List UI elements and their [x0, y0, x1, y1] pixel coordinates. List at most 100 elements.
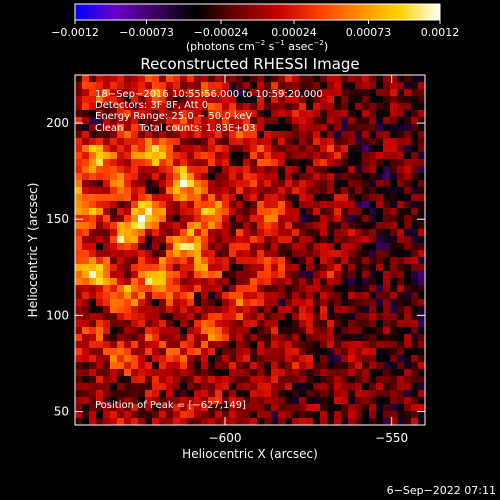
heatmap-cell	[257, 124, 265, 132]
heatmap-cell	[166, 383, 174, 391]
heatmap-cell	[187, 264, 195, 272]
heatmap-cell	[180, 166, 188, 174]
heatmap-cell	[75, 299, 83, 307]
heatmap-cell	[110, 222, 118, 230]
heatmap-cell	[397, 383, 405, 391]
heatmap-cell	[299, 138, 307, 146]
heatmap-cell	[362, 152, 370, 160]
heatmap-cell	[327, 229, 335, 237]
heatmap-cell	[124, 152, 132, 160]
heatmap-cell	[362, 348, 370, 356]
heatmap-cell	[404, 159, 412, 167]
heatmap-cell	[369, 327, 377, 335]
heatmap-cell	[390, 138, 398, 146]
heatmap-cell	[152, 166, 160, 174]
heatmap-cell	[341, 138, 349, 146]
heatmap-cell	[390, 180, 398, 188]
heatmap-cell	[418, 264, 426, 272]
heatmap-cell	[278, 173, 286, 181]
heatmap-cell	[278, 250, 286, 258]
heatmap-cell	[376, 292, 384, 300]
heatmap-cell	[145, 362, 153, 370]
heatmap-cell	[257, 320, 265, 328]
heatmap-cell	[348, 145, 356, 153]
heatmap-cell	[271, 348, 279, 356]
heatmap-cell	[285, 173, 293, 181]
heatmap-cell	[250, 411, 258, 419]
heatmap-cell	[271, 271, 279, 279]
heatmap-cell	[138, 355, 146, 363]
heatmap-cell	[96, 131, 104, 139]
heatmap-cell	[397, 103, 405, 111]
heatmap-cell	[264, 348, 272, 356]
heatmap-cell	[278, 152, 286, 160]
heatmap-cell	[250, 341, 258, 349]
heatmap-cell	[110, 285, 118, 293]
heatmap-cell	[166, 124, 174, 132]
heatmap-cell	[180, 215, 188, 223]
heatmap-cell	[397, 411, 405, 419]
heatmap-cell	[124, 103, 132, 111]
heatmap-cell	[355, 278, 363, 286]
heatmap-cell	[103, 320, 111, 328]
heatmap-cell	[320, 313, 328, 321]
heatmap-cell	[222, 124, 230, 132]
heatmap-cell	[173, 243, 181, 251]
heatmap-cell	[208, 236, 216, 244]
heatmap-cell	[194, 404, 202, 412]
heatmap-cell	[383, 180, 391, 188]
heatmap-cell	[180, 390, 188, 398]
heatmap-cell	[313, 187, 321, 195]
heatmap-cell	[96, 82, 104, 90]
heatmap-cell	[376, 383, 384, 391]
heatmap-cell	[152, 376, 160, 384]
heatmap-cell	[341, 341, 349, 349]
heatmap-cell	[152, 313, 160, 321]
x-axis-label: Heliocentric X (arcsec)	[182, 447, 318, 461]
heatmap-cell	[383, 327, 391, 335]
heatmap-cell	[180, 271, 188, 279]
heatmap-cell	[222, 194, 230, 202]
heatmap-cell	[278, 159, 286, 167]
heatmap-cell	[131, 341, 139, 349]
heatmap-cell	[285, 264, 293, 272]
heatmap-cell	[313, 271, 321, 279]
heatmap-cell	[75, 222, 83, 230]
heatmap-cell	[110, 166, 118, 174]
heatmap-cell	[271, 117, 279, 125]
heatmap-cell	[320, 152, 328, 160]
heatmap-cell	[208, 96, 216, 104]
heatmap-cell	[278, 194, 286, 202]
heatmap-cell	[222, 159, 230, 167]
heatmap-cell	[110, 250, 118, 258]
heatmap-cell	[369, 194, 377, 202]
heatmap-cell	[110, 82, 118, 90]
heatmap-cell	[145, 341, 153, 349]
heatmap-cell	[215, 250, 223, 258]
heatmap-cell	[103, 159, 111, 167]
heatmap-cell	[159, 313, 167, 321]
heatmap-cell	[334, 369, 342, 377]
heatmap-cell	[278, 264, 286, 272]
heatmap-cell	[159, 187, 167, 195]
heatmap-cell	[285, 96, 293, 104]
heatmap-cell	[404, 418, 412, 426]
heatmap-cell	[187, 173, 195, 181]
heatmap-cell	[271, 173, 279, 181]
heatmap-cell	[327, 320, 335, 328]
heatmap-cell	[327, 334, 335, 342]
heatmap-cell	[187, 75, 195, 83]
heatmap-cell	[404, 341, 412, 349]
heatmap-cell	[222, 180, 230, 188]
heatmap-cell	[89, 159, 97, 167]
heatmap-cell	[82, 173, 90, 181]
heatmap-cell	[166, 250, 174, 258]
heatmap-cell	[96, 124, 104, 132]
heatmap-cell	[383, 376, 391, 384]
heatmap-cell	[376, 103, 384, 111]
heatmap-cell	[166, 334, 174, 342]
heatmap-cell	[166, 271, 174, 279]
heatmap-cell	[145, 278, 153, 286]
heatmap-cell	[75, 145, 83, 153]
heatmap-cell	[96, 341, 104, 349]
